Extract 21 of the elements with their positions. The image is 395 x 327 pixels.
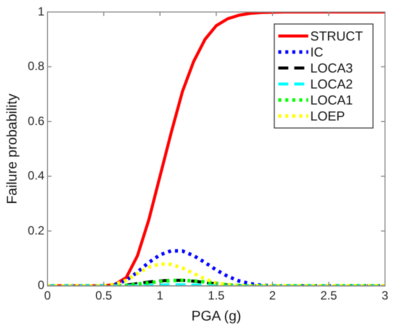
legend-label: STRUCT: [310, 28, 364, 44]
x-tick-label: 1.5: [208, 288, 225, 302]
y-tick-label: 0: [38, 278, 45, 292]
y-axis-title: Failure probability: [3, 94, 20, 204]
line-series: [47, 262, 385, 286]
legend-label: LOCA3: [310, 60, 353, 76]
x-tick-label: 1: [156, 288, 164, 302]
x-tick-label: 2: [269, 288, 276, 302]
legend-label: LOCA1: [310, 92, 353, 108]
x-axis-title: PGA (g): [191, 307, 242, 324]
x-tick-label: 3: [382, 288, 389, 302]
legend-label: IC: [310, 44, 324, 60]
y-tick-label: 0.2: [28, 223, 45, 238]
x-tick-label: 2.5: [320, 288, 338, 302]
legend-label: LOCA2: [310, 76, 353, 92]
y-tick-label: 0.8: [28, 59, 45, 74]
y-tick-label: 0.4: [28, 168, 45, 183]
legend-label: LOEP: [310, 108, 345, 124]
y-tick-label: 1: [38, 4, 45, 18]
y-tick-label: 0.6: [28, 114, 45, 128]
x-tick-label: 0.5: [95, 288, 112, 302]
